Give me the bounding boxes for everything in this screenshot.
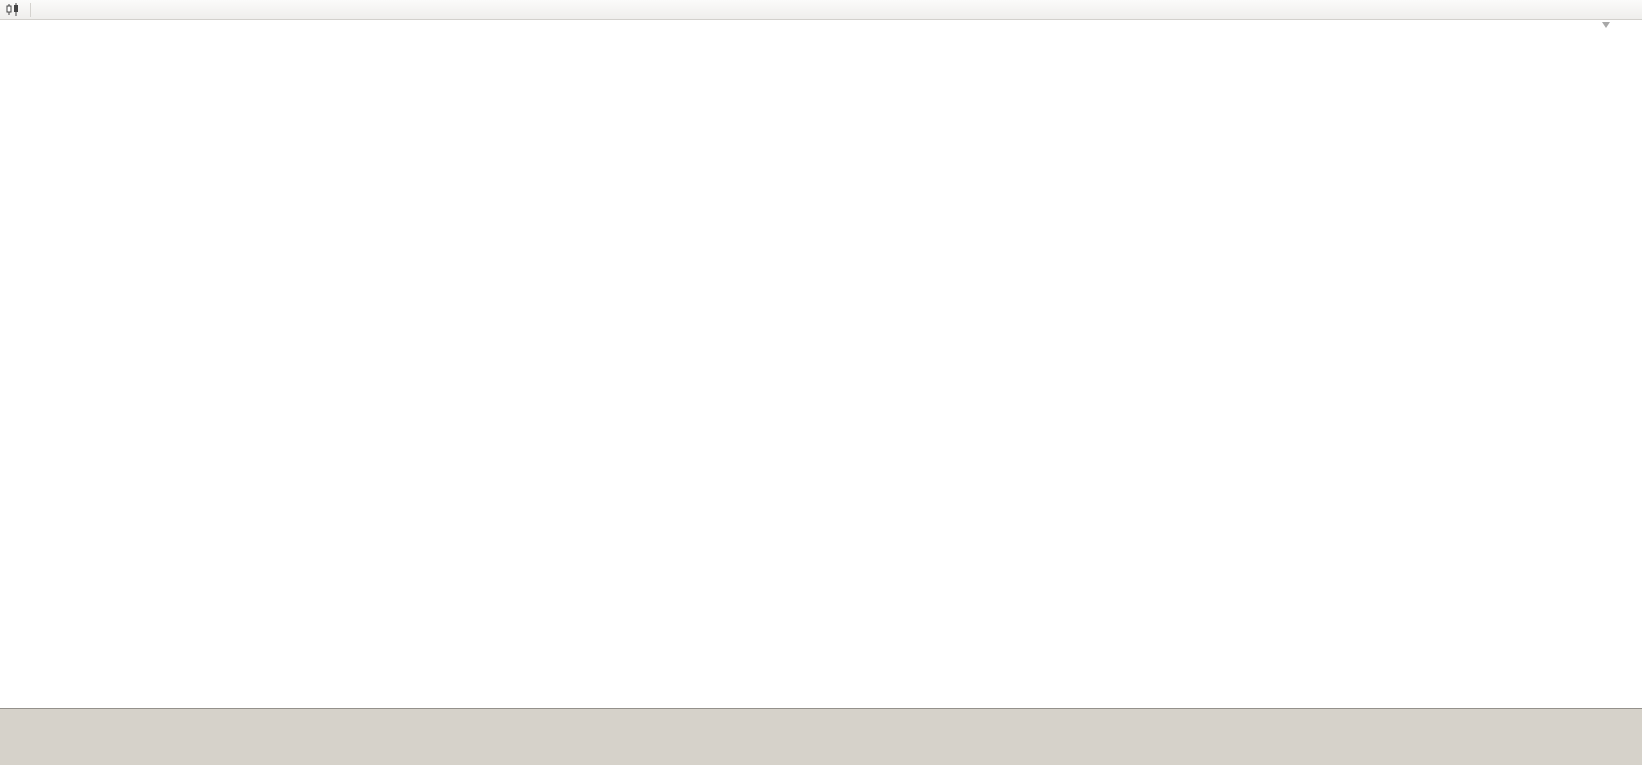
macd-indicator-label	[7, 20, 12, 31]
time-axis[interactable]	[0, 688, 1580, 708]
candlestick-chart-icon[interactable]	[5, 3, 21, 16]
chart-tab-bar	[0, 708, 1642, 731]
price-chart-canvas[interactable]	[0, 20, 1642, 688]
toolbar-separator	[30, 2, 31, 17]
bottom-filler	[0, 731, 1642, 765]
chart-region	[0, 20, 1642, 708]
pane-separator-macd[interactable]	[0, 596, 1642, 600]
top-toolbar	[0, 0, 1642, 20]
price-axis[interactable]	[1580, 20, 1642, 688]
chart-shift-marker[interactable]	[1602, 22, 1610, 28]
pane-separator-rsi[interactable]	[0, 507, 1642, 511]
